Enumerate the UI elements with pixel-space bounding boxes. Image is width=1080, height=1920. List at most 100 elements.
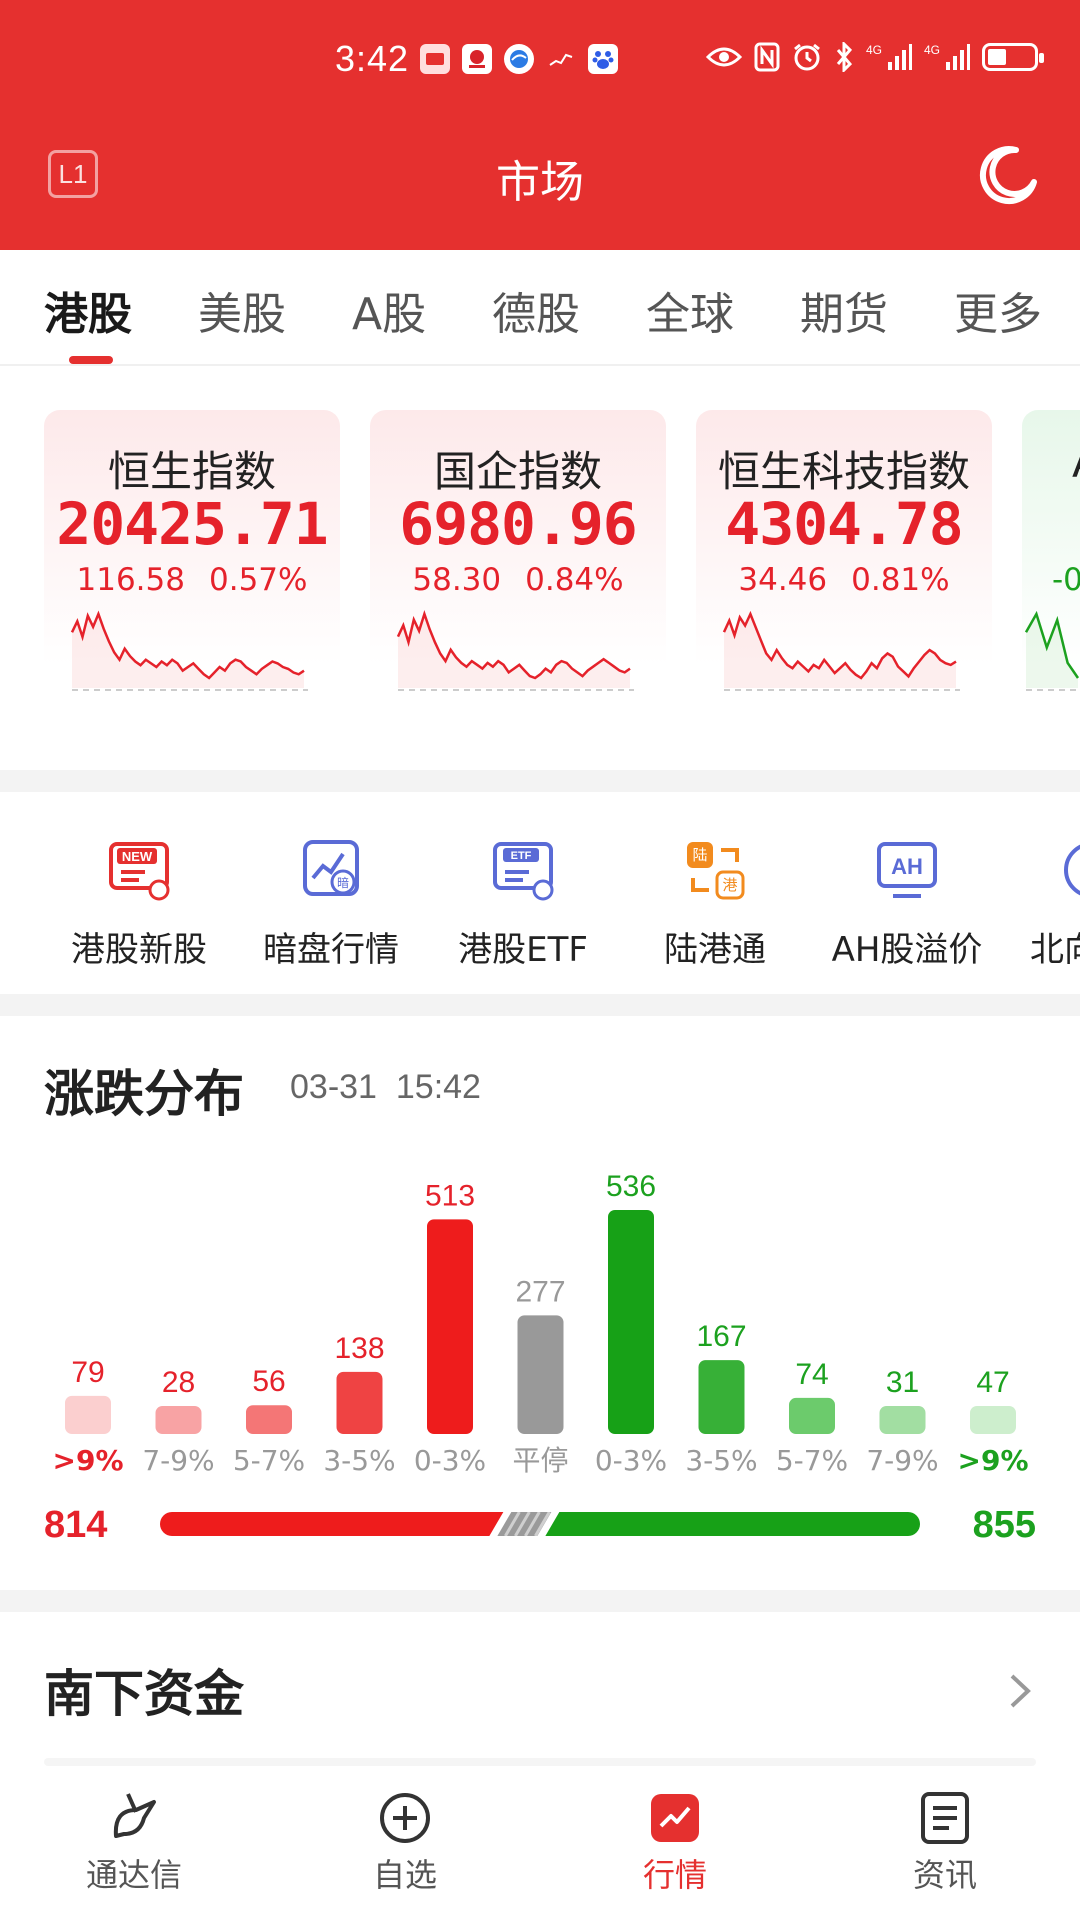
index-name: 恒生指数 bbox=[107, 447, 276, 496]
tab-hk[interactable]: 港股 bbox=[44, 289, 132, 340]
index-change-value: -0 bbox=[1052, 562, 1080, 598]
distribution-bar bbox=[65, 1395, 111, 1434]
bar-value-label: 31 bbox=[886, 1366, 919, 1399]
nav-market[interactable]: 行情 bbox=[575, 1790, 775, 1896]
distribution-bar bbox=[970, 1406, 1016, 1434]
distribution-bar bbox=[698, 1360, 745, 1434]
nav-label: 资讯 bbox=[912, 1856, 977, 1894]
bar-value-label: 277 bbox=[515, 1275, 565, 1308]
tab-more[interactable]: 更多 bbox=[954, 289, 1042, 340]
shortcut-label: 陆港通 bbox=[664, 930, 766, 970]
index-card-hstech[interactable]: 恒生科技指数 4304.78 34.46 0.81% bbox=[696, 410, 992, 710]
index-value: 20425.71 bbox=[56, 490, 328, 558]
signal-4g-icon: 4G bbox=[866, 43, 912, 70]
chart-app-icon bbox=[546, 44, 576, 74]
tab-us[interactable]: 美股 bbox=[198, 289, 286, 340]
tdx-logo-icon bbox=[113, 1793, 156, 1838]
index-change: 58.30 0.84% bbox=[370, 562, 666, 598]
tab-global[interactable]: 全球 bbox=[646, 289, 734, 340]
nav-news[interactable]: 资讯 bbox=[845, 1790, 1045, 1896]
index-card-hscei[interactable]: 国企指数 6980.96 58.30 0.84% bbox=[370, 410, 666, 710]
moon-icon[interactable] bbox=[976, 142, 1040, 206]
bar-category-label: >9% bbox=[53, 1444, 124, 1477]
svg-text:4G: 4G bbox=[866, 43, 882, 57]
distribution-bar bbox=[608, 1210, 654, 1434]
distribution-bar-group: 28 7-9% bbox=[142, 1366, 214, 1477]
distribution-bar bbox=[155, 1406, 202, 1434]
distribution-bar bbox=[517, 1315, 564, 1434]
distribution-bar bbox=[879, 1406, 926, 1434]
nav-label: 通达信 bbox=[85, 1856, 182, 1894]
svg-text:ETF: ETF bbox=[511, 850, 532, 862]
southbound-capital-section[interactable]: 南下资金 bbox=[0, 1612, 1080, 1766]
bar-value-label: 536 bbox=[606, 1170, 656, 1203]
index-sparkline bbox=[70, 610, 308, 691]
status-time: 3:42 bbox=[335, 38, 410, 79]
sparkline-line bbox=[396, 609, 631, 680]
bar-value-label: 74 bbox=[795, 1358, 828, 1391]
content-divider bbox=[44, 1758, 1036, 1766]
bar-value-label: 47 bbox=[976, 1366, 1009, 1399]
index-value: 6980.96 bbox=[399, 490, 637, 558]
shortcut-label: 北向 bbox=[1030, 930, 1080, 970]
bar-category-label: 7-9% bbox=[866, 1444, 938, 1477]
signal-4g-icon: 4G bbox=[924, 43, 970, 70]
tab-futures[interactable]: 期货 bbox=[800, 289, 888, 340]
bar-category-label: 0-3% bbox=[595, 1444, 667, 1477]
distribution-bar-group: 536 0-3% bbox=[595, 1170, 667, 1477]
index-change-pct: 0.81% bbox=[851, 562, 950, 598]
index-change: 116.58 0.57% bbox=[44, 562, 340, 598]
section-title: 南下资金 bbox=[44, 1665, 244, 1723]
index-cards: 恒生指数 20425.71 116.58 0.57% 国企指数 6980.96 5… bbox=[0, 366, 1080, 770]
down-count: 855 bbox=[972, 1504, 1036, 1546]
distribution-time: 15:42 bbox=[395, 1068, 481, 1106]
bar-value-label: 138 bbox=[334, 1332, 384, 1365]
index-name: A bbox=[1022, 438, 1080, 487]
down-ratio-segment bbox=[545, 1512, 920, 1536]
bar-value-label: 79 bbox=[71, 1356, 104, 1389]
up-count: 814 bbox=[44, 1504, 108, 1546]
bar-value-label: 56 bbox=[252, 1365, 285, 1398]
svg-text:4G: 4G bbox=[924, 43, 940, 57]
index-change-value: 34.46 bbox=[738, 562, 828, 598]
shortcut-hk-etf[interactable]: ETF 港股ETF bbox=[428, 832, 618, 971]
sparkline-line bbox=[722, 610, 957, 680]
index-card-hsi[interactable]: 恒生指数 20425.71 116.58 0.57% bbox=[44, 410, 340, 710]
shortcut-northbound[interactable]: 北向 bbox=[1004, 832, 1080, 971]
distribution-bar-group: 47 >9% bbox=[958, 1366, 1029, 1477]
index-change-value: 58.30 bbox=[412, 562, 502, 598]
distribution-bar bbox=[336, 1371, 383, 1434]
nav-label: 行情 bbox=[642, 1856, 707, 1894]
index-change-pct: 0.84% bbox=[525, 562, 624, 598]
section-title: 涨跌分布 bbox=[44, 1065, 244, 1123]
sparkline-area bbox=[398, 614, 630, 688]
tab-a-share[interactable]: A股 bbox=[352, 289, 427, 340]
up-down-ratio-bar bbox=[160, 1512, 920, 1536]
distribution-bar-group: 31 7-9% bbox=[866, 1366, 938, 1477]
bar-category-label: 5-7% bbox=[776, 1444, 848, 1477]
distribution-bar-group: 56 5-7% bbox=[233, 1365, 305, 1477]
index-sparkline bbox=[1024, 610, 1080, 691]
nav-watchlist[interactable]: 自选 bbox=[305, 1790, 505, 1896]
browser-app-icon bbox=[504, 44, 534, 74]
nfc-icon bbox=[754, 42, 780, 72]
active-tab-indicator bbox=[69, 356, 113, 364]
shortcut-ah-premium[interactable]: AH AH股溢价 bbox=[812, 832, 1002, 971]
shortcut-hk-ipo[interactable]: NEW 港股新股 bbox=[44, 832, 234, 971]
svg-text:NEW: NEW bbox=[122, 849, 153, 864]
dark-pool-icon: 暗 bbox=[303, 840, 359, 896]
index-sparkline bbox=[396, 609, 634, 691]
shortcut-stock-connect[interactable]: 陆 港 陆港通 bbox=[620, 832, 810, 971]
chevron-right-icon[interactable] bbox=[1000, 1666, 1040, 1716]
index-card-partial[interactable]: A -0 bbox=[1022, 410, 1080, 710]
svg-text:陆: 陆 bbox=[692, 846, 707, 864]
sparkline-line bbox=[70, 610, 305, 680]
bottom-navigation: 通达信 自选 行情 资讯 bbox=[0, 1770, 1080, 1920]
shortcut-dark-pool[interactable]: 暗 暗盘行情 bbox=[236, 832, 426, 971]
nav-tdx[interactable]: 通达信 bbox=[34, 1790, 234, 1896]
tab-germany[interactable]: 德股 bbox=[492, 289, 580, 340]
level-badge[interactable]: L1 bbox=[48, 150, 98, 198]
bar-value-label: 167 bbox=[696, 1320, 746, 1353]
index-sparkline bbox=[722, 610, 960, 691]
book-app-icon bbox=[420, 44, 450, 74]
